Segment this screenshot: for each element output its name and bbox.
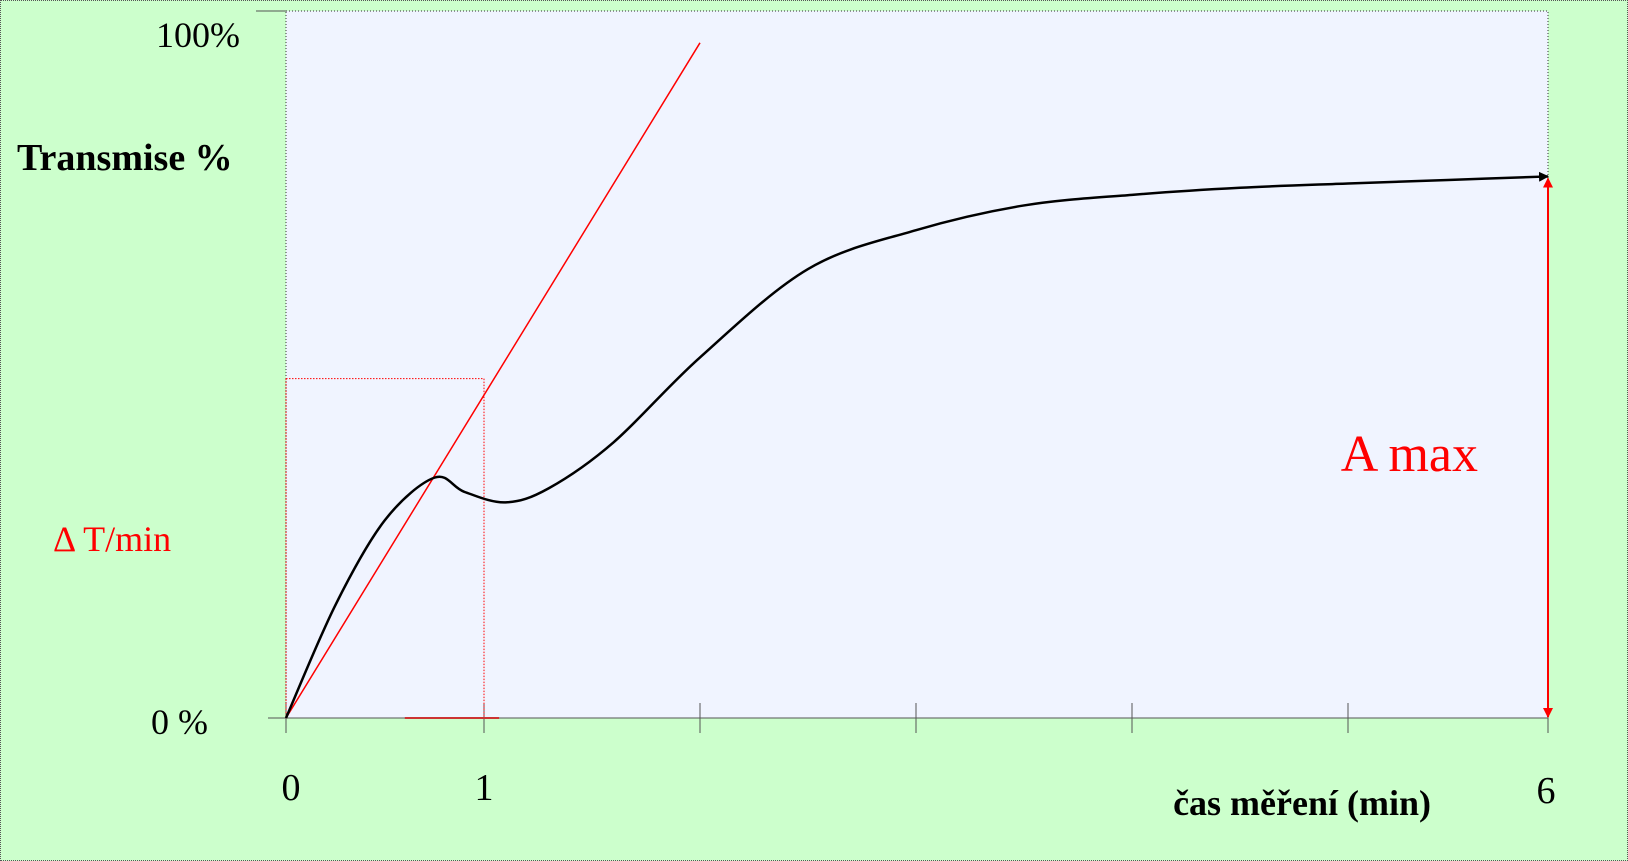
x-tick-label-6: 6 [1537,770,1556,812]
x-tick-label-1: 1 [475,767,494,809]
y-tick-label-top: 100% [156,15,240,55]
a-max-label: A max [1341,426,1478,483]
transmission-curve [284,171,1549,719]
x-axis-ticks [285,703,1549,733]
x-axis-label: čas měření (min) [1173,783,1431,823]
y-axis-label: Transmise % [17,137,233,179]
delta-t-label: Δ T/min [53,519,171,559]
plot-area [285,10,1549,719]
x-tick-label-0: 0 [282,767,301,809]
y-tick-label-bottom: 0 % [151,702,208,742]
tangent-line [285,42,701,719]
